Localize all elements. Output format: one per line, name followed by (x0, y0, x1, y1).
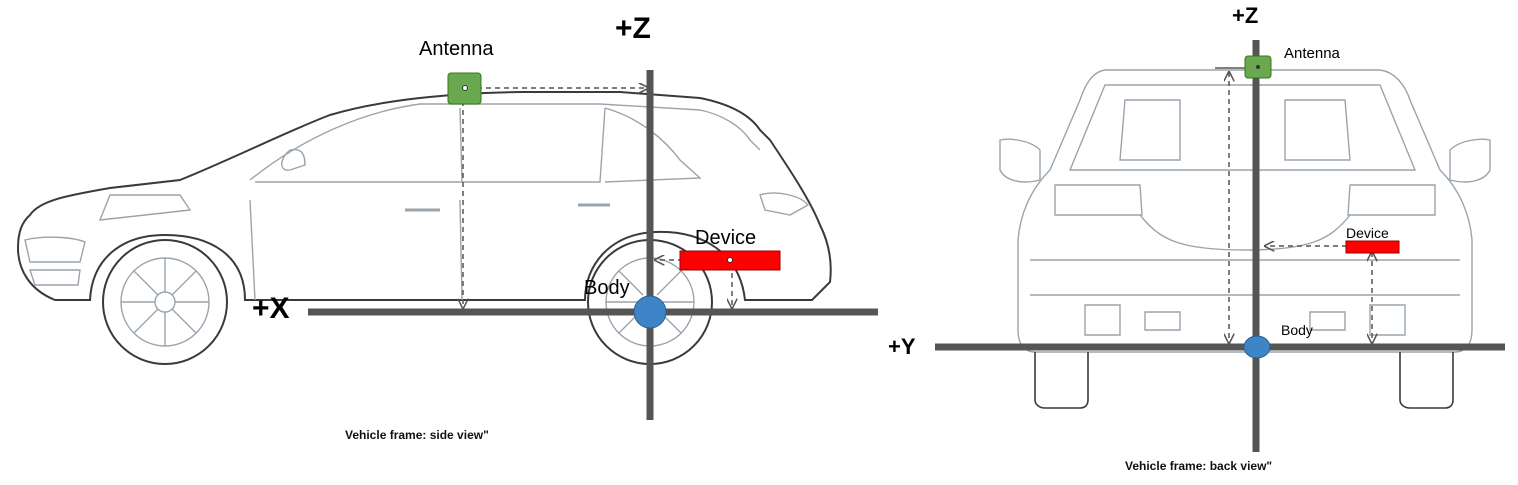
back-view-caption: Vehicle frame: back view" (1125, 459, 1273, 473)
back-body-origin (1243, 335, 1271, 359)
vehicle-back-silhouette (999, 69, 1491, 409)
back-antenna-label: Antenna (1284, 45, 1340, 62)
back-body-label: Body (1281, 322, 1313, 338)
side-device-label: Device (695, 227, 757, 249)
back-device-label: Device (1346, 225, 1389, 241)
side-view-drawing (16, 70, 878, 420)
back-view-panel: +Y +Z Antenna Device Body Vehicle frame:… (880, 0, 1518, 485)
back-device-box (1345, 240, 1400, 254)
side-view-panel: +X +Z Antenna Device Body Vehicle frame:… (16, 12, 878, 442)
side-antenna-point (462, 85, 468, 91)
side-body-label: Body (584, 277, 630, 299)
back-antenna-point (1256, 65, 1260, 69)
side-body-origin (633, 295, 667, 329)
side-device-point (727, 257, 733, 263)
back-z-axis-label: +Z (1232, 3, 1259, 28)
back-view-drawing (935, 40, 1505, 452)
side-antenna-label: Antenna (419, 38, 494, 60)
back-y-axis-label: +Y (888, 334, 916, 359)
side-z-axis-label: +Z (615, 12, 651, 45)
side-view-caption: Vehicle frame: side view" (345, 428, 489, 442)
side-x-axis-label: +X (252, 292, 290, 325)
